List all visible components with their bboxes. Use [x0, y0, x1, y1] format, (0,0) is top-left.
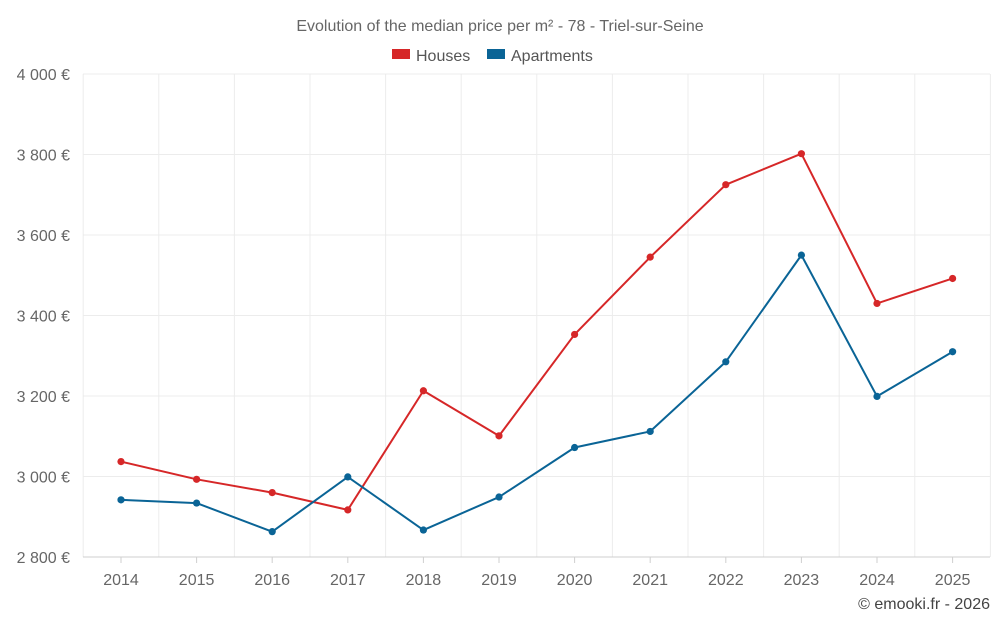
data-point-apartments[interactable]	[722, 358, 730, 366]
data-point-houses[interactable]	[117, 458, 125, 466]
data-point-apartments[interactable]	[949, 348, 957, 356]
data-point-houses[interactable]	[193, 475, 201, 483]
data-point-apartments[interactable]	[571, 443, 579, 452]
x-tick-label: 2018	[406, 572, 442, 589]
x-tick-label: 2022	[708, 572, 744, 589]
x-tick-label: 2014	[103, 572, 139, 589]
data-point-apartments[interactable]	[193, 499, 201, 507]
data-point-apartments[interactable]	[646, 427, 654, 436]
x-tick-label: 2025	[935, 572, 971, 589]
data-point-houses[interactable]	[797, 150, 806, 158]
data-point-apartments[interactable]	[873, 392, 881, 401]
series-line-apartments[interactable]	[120, 254, 954, 533]
credit-text: © emooki.fr - 2026	[858, 596, 990, 613]
data-point-apartments[interactable]	[268, 528, 276, 536]
y-axis: 2 800 € 3 000 € 3 200 € 3 400 € 3 600 € 3 800…	[17, 67, 70, 567]
data-point-apartments[interactable]	[117, 496, 125, 504]
data-point-apartments[interactable]	[344, 473, 352, 481]
data-point-houses[interactable]	[722, 181, 730, 189]
legend-item-houses[interactable]: Houses	[392, 48, 470, 65]
legend-item-apartments[interactable]: Apartments	[487, 48, 593, 65]
data-point-houses[interactable]	[495, 432, 503, 440]
x-tick-label: 2019	[481, 572, 517, 589]
x-tick-label: 2015	[179, 572, 215, 589]
y-tick-label: 3 000 €	[17, 470, 70, 487]
chart-title: Evolution of the median price per m² - 7…	[296, 18, 703, 35]
data-point-apartments[interactable]	[797, 251, 806, 259]
y-tick-label: 4 000 €	[17, 67, 70, 84]
data-point-houses[interactable]	[873, 299, 881, 308]
x-tick-label: 2023	[784, 572, 820, 589]
legend-label-apartments: Apartments	[511, 48, 593, 65]
y-tick-label: 3 800 €	[17, 148, 70, 165]
data-point-houses[interactable]	[571, 330, 579, 339]
data-point-houses[interactable]	[419, 387, 427, 395]
series-line-houses[interactable]	[120, 152, 953, 511]
series	[117, 150, 957, 536]
x-tick-label: 2020	[557, 572, 593, 589]
data-point-houses[interactable]	[646, 253, 654, 261]
data-point-apartments[interactable]	[419, 526, 427, 534]
legend-label-houses: Houses	[416, 48, 470, 65]
x-tick-label: 2016	[254, 572, 290, 589]
legend: Houses Apartments	[392, 48, 593, 65]
data-point-houses[interactable]	[268, 489, 276, 497]
y-tick-label: 3 600 €	[17, 228, 70, 245]
x-tick-label: 2024	[859, 572, 895, 589]
x-tick-label: 2017	[330, 572, 366, 589]
y-tick-label: 2 800 €	[17, 550, 70, 567]
y-tick-label: 3 400 €	[17, 309, 70, 326]
legend-swatch-apartments	[487, 49, 505, 59]
legend-swatch-houses	[392, 49, 410, 59]
data-point-apartments[interactable]	[495, 493, 503, 501]
x-axis: 2014 2015 2016 2017 2018 2019 2020 2021 2022 2023…	[83, 556, 990, 589]
data-point-houses[interactable]	[949, 274, 957, 283]
data-point-houses[interactable]	[344, 506, 352, 514]
x-tick-label: 2021	[632, 572, 668, 589]
y-tick-label: 3 200 €	[17, 389, 70, 406]
grid	[82, 73, 991, 557]
